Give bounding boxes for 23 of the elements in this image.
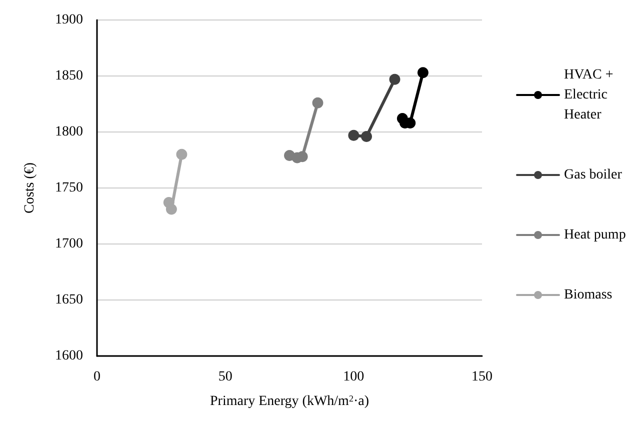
legend-label: Heat pump xyxy=(564,228,626,242)
point xyxy=(312,97,324,108)
y-tick-label: 1850 xyxy=(55,68,83,84)
x-tick-label: 0 xyxy=(94,370,100,384)
y-tick-label: 1650 xyxy=(55,292,83,308)
point xyxy=(417,67,428,78)
y-tick-label: 1900 xyxy=(55,12,83,28)
y-tick-label: 1600 xyxy=(55,348,83,364)
x-tick-label: 100 xyxy=(343,370,364,384)
point xyxy=(166,204,177,215)
point xyxy=(389,74,400,85)
legend-label: Biomass xyxy=(564,288,612,302)
y-tick-label: 1800 xyxy=(55,124,83,140)
x-tick-label: 150 xyxy=(472,370,492,384)
y-tick-label: 1700 xyxy=(55,236,83,252)
y-tick-label: 1750 xyxy=(55,180,83,196)
point xyxy=(176,148,188,160)
point xyxy=(348,130,360,141)
y-axis-title: Costs (€) xyxy=(22,162,38,214)
point xyxy=(361,130,372,142)
legend-label: HVAC + Electric Heater xyxy=(564,68,617,122)
legend-label: Gas boiler xyxy=(564,168,622,182)
x-tick-label: 50 xyxy=(218,370,232,384)
